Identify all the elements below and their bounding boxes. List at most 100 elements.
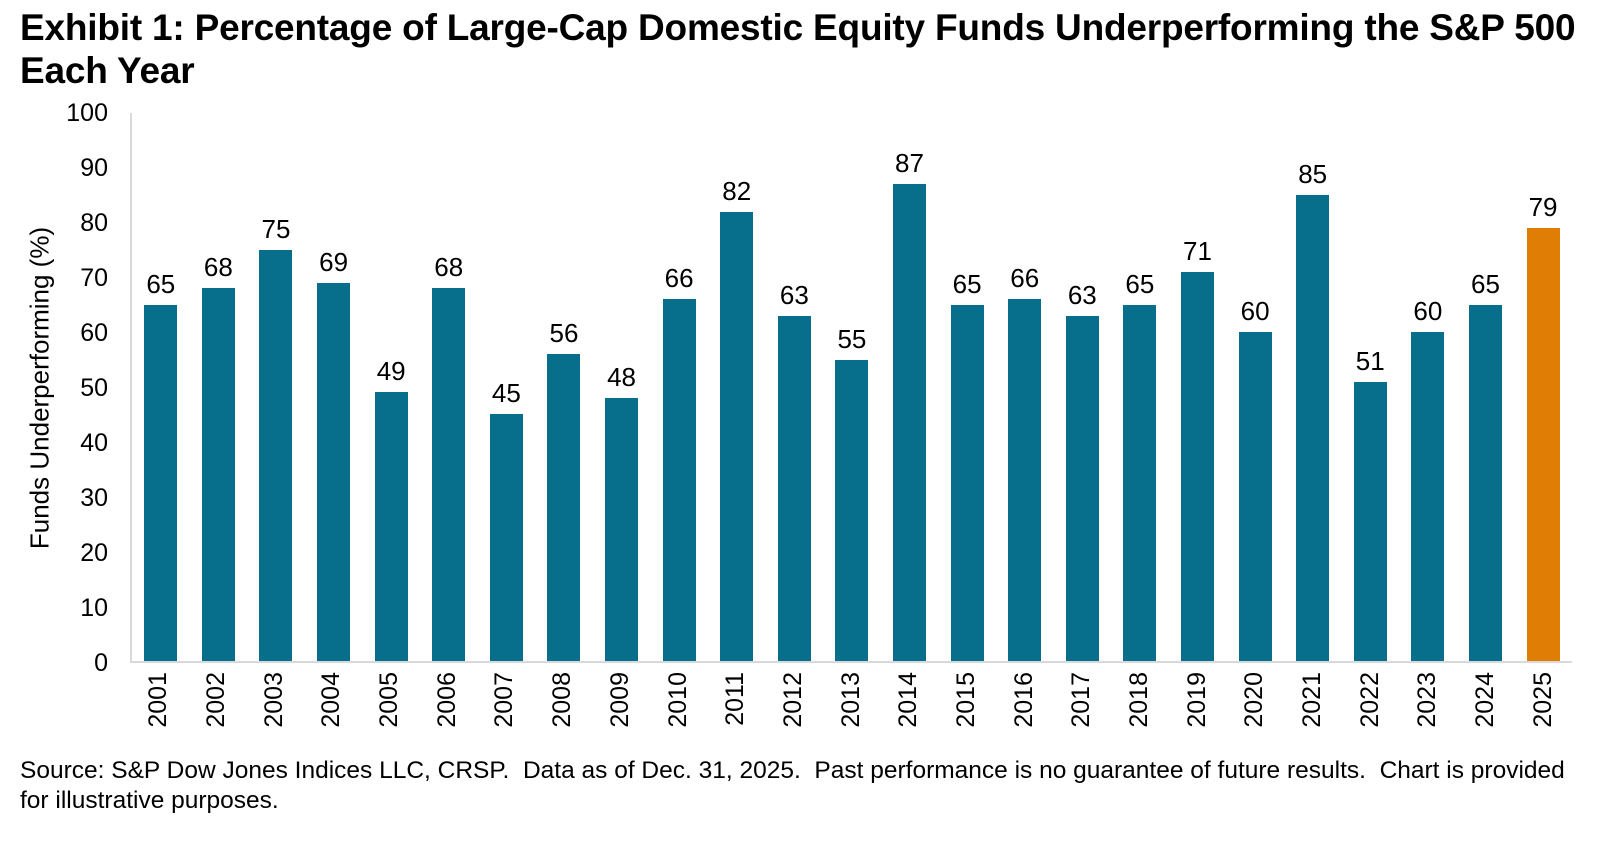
x-tick-slot: 2014 [880,668,938,758]
bar-value-label: 79 [1528,192,1558,223]
x-tick-slot: 2009 [592,668,650,758]
bar-slot: 51 [1341,113,1399,661]
bar [144,304,178,661]
bar-slot: 49 [362,113,420,661]
bar-slot: 45 [478,113,536,661]
x-tick-slot: 2023 [1399,668,1457,758]
bar [1065,315,1099,661]
x-tick-slot: 2003 [245,668,303,758]
x-tick-slot: 2018 [1111,668,1169,758]
bar [432,288,466,661]
y-axis-ticks: 0 10 20 30 40 50 60 70 80 90 100 [0,99,118,677]
x-tick-label: 2024 [1471,672,1500,728]
x-tick-label: 2014 [894,672,923,728]
bar-value-label: 65 [1125,268,1155,299]
bar-value-label: 56 [549,318,579,349]
bar-slot: 60 [1399,113,1457,661]
x-tick-slot: 2016 [995,668,1053,758]
bar [1008,299,1042,661]
bar [201,288,235,661]
x-tick-label: 2002 [202,672,231,728]
bar [259,250,293,661]
x-tick-label: 2015 [951,672,980,728]
x-tick-label: 2010 [663,672,692,728]
y-tick-label: 0 [94,649,108,677]
x-tick-slot: 2010 [649,668,707,758]
x-tick-slot: 2011 [707,668,765,758]
bar-slot: 82 [708,113,766,661]
x-tick-slot: 2024 [1457,668,1515,758]
bar-value-label: 51 [1355,345,1385,376]
x-tick-slot: 2012 [765,668,823,758]
x-tick-label: 2025 [1528,672,1557,728]
bars-container: 65 68 75 69 49 68 45 56 48 66 82 63 55 87 65 66 63 65 71 60… [132,113,1572,661]
y-tick-label: 70 [80,264,108,292]
bar [1468,304,1502,661]
bar [1353,381,1387,661]
y-tick-label: 20 [80,539,108,567]
x-tick-slot: 2006 [418,668,476,758]
bar-slot: 65 [1457,113,1515,661]
x-tick-slot: 2004 [303,668,361,758]
bar-value-label: 60 [1240,296,1270,327]
bar [374,392,408,661]
y-tick-label: 30 [80,484,108,512]
x-tick-label: 2008 [548,672,577,728]
x-tick-slot: 2017 [1053,668,1111,758]
bar-value-label: 68 [203,252,233,283]
x-tick-slot: 2022 [1341,668,1399,758]
y-tick-label: 60 [80,319,108,347]
bar-value-label: 55 [837,323,867,354]
x-tick-label: 2013 [836,672,865,728]
bar-slot: 63 [766,113,824,661]
bar [317,282,351,661]
x-tick-label: 2017 [1067,672,1096,728]
bar-value-label: 82 [722,175,752,206]
bar [605,397,639,661]
bar [720,211,754,661]
y-tick-label: 10 [80,594,108,622]
x-tick-slot: 2015 [938,668,996,758]
bar-value-label: 66 [664,263,694,294]
bar-value-label: 66 [1010,263,1040,294]
bar-value-label: 65 [146,268,176,299]
bar-slot: 48 [593,113,651,661]
x-tick-slot: 2020 [1226,668,1284,758]
bar [547,354,581,661]
x-tick-label: 2009 [605,672,634,728]
x-tick-label: 2011 [721,672,750,726]
bar [835,359,869,661]
x-tick-label: 2001 [144,672,173,728]
bar-value-label: 49 [376,356,406,387]
bar-value-label: 45 [491,378,521,409]
bar-slot: 66 [650,113,708,661]
x-tick-slot: 2007 [476,668,534,758]
chart-title: Exhibit 1: Percentage of Large-Cap Domes… [20,7,1576,92]
bar [1238,332,1272,661]
y-tick-label: 40 [80,429,108,457]
x-tick-slot: 2025 [1515,668,1573,758]
x-tick-label: 2023 [1413,672,1442,728]
x-tick-label: 2007 [490,672,519,728]
x-tick-label: 2018 [1125,672,1154,728]
y-tick-label: 80 [80,209,108,237]
source-note: Source: S&P Dow Jones Indices LLC, CRSP.… [20,757,1572,815]
x-tick-label: 2022 [1355,672,1384,728]
bar-slot: 71 [1169,113,1227,661]
bar-value-label: 87 [895,148,924,179]
x-tick-label: 2005 [375,672,404,728]
bar-slot: 63 [1054,113,1112,661]
bar [1411,332,1445,661]
x-tick-slot: 2008 [534,668,592,758]
bar-value-label: 68 [434,252,464,283]
bar-value-label: 69 [319,246,349,277]
bar-value-label: 63 [779,279,809,310]
bar-value-label: 65 [1470,268,1500,299]
x-tick-label: 2021 [1298,672,1327,728]
bar [489,414,523,661]
bar [950,304,984,661]
x-tick-slot: 2002 [188,668,246,758]
x-tick-label: 2020 [1240,672,1269,728]
bar-value-label: 65 [952,268,982,299]
bar [1180,271,1214,661]
